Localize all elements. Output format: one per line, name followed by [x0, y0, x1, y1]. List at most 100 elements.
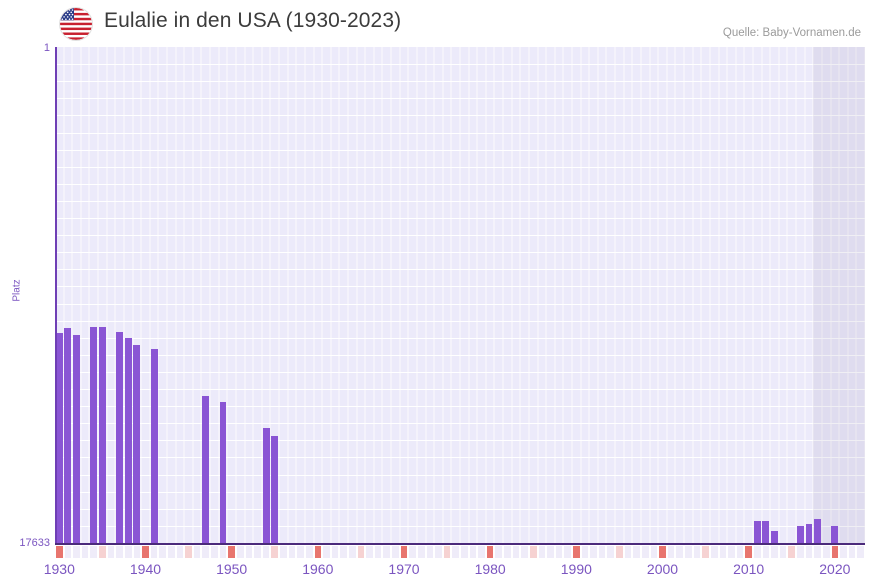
x-axis-year-marker: [848, 546, 856, 558]
grid-column: [142, 47, 149, 543]
x-axis-year-marker: [159, 546, 166, 558]
bar[interactable]: [64, 328, 72, 543]
x-axis-decade-marker: [486, 546, 494, 558]
x-axis-year-marker: [176, 546, 184, 558]
bar[interactable]: [271, 435, 279, 543]
grid-column: [831, 47, 839, 543]
y-axis-tick-bottom: 17633: [19, 537, 50, 549]
grid-column: [331, 47, 339, 543]
x-axis-year-marker: [504, 546, 511, 558]
grid-column: [659, 47, 666, 543]
grid-column: [64, 47, 72, 543]
x-axis-year-marker: [185, 546, 192, 558]
grid-column: [598, 47, 606, 543]
grid-column: [478, 47, 485, 543]
bar[interactable]: [55, 332, 63, 543]
grid-row: [55, 269, 865, 288]
grid-column: [693, 47, 701, 543]
x-axis-year-marker: [857, 546, 864, 558]
bar[interactable]: [98, 326, 106, 543]
x-axis-year-marker: [521, 546, 528, 558]
grid-column: [168, 47, 175, 543]
x-axis-year-marker: [607, 546, 615, 558]
grid-column: [219, 47, 227, 543]
bar[interactable]: [73, 335, 80, 543]
grid-column: [90, 47, 98, 543]
grid-row: [55, 218, 865, 237]
grid-column: [495, 47, 503, 543]
x-axis-year-marker: [64, 546, 72, 558]
bar[interactable]: [202, 395, 210, 543]
bar[interactable]: [805, 523, 813, 543]
x-axis-line: [55, 543, 865, 545]
bar[interactable]: [133, 345, 141, 543]
bar[interactable]: [219, 401, 227, 543]
x-axis-year-marker: [529, 546, 537, 558]
grid-column: [409, 47, 416, 543]
x-axis-decade-marker: [56, 546, 63, 558]
x-axis-year-marker: [331, 546, 339, 558]
x-axis-year-marker: [254, 546, 261, 558]
grid-column: [641, 47, 649, 543]
grid-column: [340, 47, 347, 543]
grid-column: [650, 47, 658, 543]
x-axis-year-marker: [323, 546, 330, 558]
x-axis-decade-marker: [831, 546, 839, 558]
grid-column: [357, 47, 365, 543]
x-axis-year-marker: [779, 546, 787, 558]
x-axis-year-marker: [719, 546, 727, 558]
x-axis-year-marker: [297, 546, 304, 558]
x-axis-year-marker: [814, 546, 821, 558]
grid-column: [581, 47, 589, 543]
grid-column: [512, 47, 520, 543]
bar[interactable]: [150, 349, 158, 543]
x-axis-year-marker: [641, 546, 649, 558]
grid-row: [55, 406, 865, 425]
x-axis-year-marker: [374, 546, 382, 558]
grid-column: [710, 47, 718, 543]
grid-row: [55, 304, 865, 322]
bar[interactable]: [814, 519, 822, 543]
x-axis-year-marker: [469, 546, 477, 558]
x-axis-tick-strip: [55, 546, 865, 558]
bar[interactable]: [90, 326, 98, 543]
grid-row: [55, 133, 865, 151]
x-axis-year-marker: [107, 546, 115, 558]
x-axis-year-marker: [797, 546, 804, 558]
x-axis-year-marker: [581, 546, 589, 558]
grid-row: [55, 526, 865, 543]
shaded-region: [813, 47, 865, 543]
x-axis-year-marker: [590, 546, 597, 558]
x-axis-decade-marker: [573, 546, 580, 558]
grid-column: [822, 47, 830, 543]
grid-column: [607, 47, 615, 543]
x-axis-year-marker: [443, 546, 451, 558]
bar[interactable]: [831, 526, 839, 543]
grid-row: [55, 47, 865, 66]
bar[interactable]: [262, 428, 270, 543]
x-axis-tick-label: 1930: [43, 561, 75, 577]
bar[interactable]: [762, 521, 770, 543]
grid-column: [56, 47, 63, 543]
grid-row: [55, 492, 865, 510]
bar[interactable]: [753, 521, 761, 543]
grid-column: [193, 47, 201, 543]
grid-column: [555, 47, 563, 543]
x-axis-year-marker: [633, 546, 640, 558]
bar[interactable]: [124, 338, 132, 543]
bar[interactable]: [116, 331, 124, 543]
bar[interactable]: [771, 530, 778, 543]
grid-column: [736, 47, 744, 543]
x-axis-decade-marker: [314, 546, 322, 558]
x-axis-year-marker: [555, 546, 563, 558]
grid-column: [73, 47, 80, 543]
grid-column: [288, 47, 296, 543]
grid-row: [55, 338, 865, 356]
grid-row: [55, 115, 865, 134]
bar[interactable]: [796, 525, 804, 543]
x-axis-year-marker: [168, 546, 175, 558]
grid-column: [719, 47, 727, 543]
x-axis-tick-label: 2010: [733, 561, 765, 577]
x-axis-year-marker: [598, 546, 606, 558]
